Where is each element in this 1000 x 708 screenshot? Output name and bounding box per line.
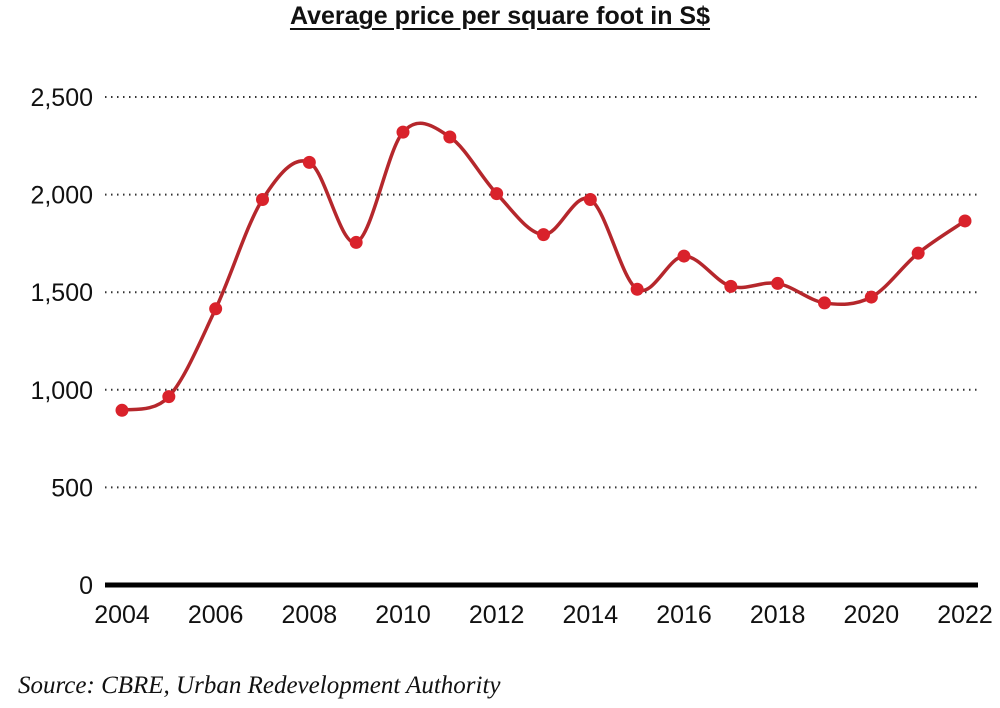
data-point-2007 <box>256 192 269 206</box>
source-note: Source: CBRE, Urban Redevelopment Author… <box>18 672 501 699</box>
data-point-2012 <box>490 187 504 201</box>
data-point-2004 <box>115 403 129 417</box>
y-tick-label: 500 <box>51 474 93 502</box>
x-tick-label: 2014 <box>563 601 619 629</box>
x-tick-label: 2010 <box>375 601 431 629</box>
data-point-2005 <box>162 390 176 404</box>
y-axis-ticks: 0 500 1,000 1,500 2,000 2,500 <box>30 84 93 600</box>
data-point-2008 <box>302 155 316 169</box>
data-point-2022 <box>958 214 972 228</box>
data-point-2013 <box>537 228 550 242</box>
data-point-2019 <box>818 296 831 310</box>
data-point-2009 <box>349 235 363 249</box>
x-tick-label: 2006 <box>188 601 244 629</box>
series-line <box>121 121 966 413</box>
x-tick-label: 2016 <box>656 601 712 629</box>
y-tick-label: 1,000 <box>30 377 93 405</box>
y-tick-label: 2,000 <box>30 182 93 210</box>
x-axis-ticks: 2004 2006 2008 2010 2012 2014 2016 2018 2020 2022 <box>94 601 993 629</box>
data-point-2014 <box>583 192 597 206</box>
gridlines <box>105 96 978 489</box>
x-tick-label: 2020 <box>844 601 900 629</box>
data-point-2006 <box>209 302 223 316</box>
data-points <box>115 125 972 417</box>
data-point-2016 <box>677 249 691 263</box>
data-point-2015 <box>630 282 644 296</box>
data-point-2011 <box>443 130 457 144</box>
data-point-2017 <box>724 279 738 293</box>
y-tick-label: 2,500 <box>30 84 93 112</box>
chart-title: Average price per square foot in S$ <box>289 2 711 30</box>
x-tick-label: 2008 <box>282 601 338 629</box>
data-point-2020 <box>864 290 878 304</box>
x-tick-label: 2022 <box>937 601 993 629</box>
y-tick-label: 0 <box>79 572 93 600</box>
x-tick-label: 2018 <box>750 601 806 629</box>
data-point-2021 <box>911 246 925 260</box>
data-point-2010 <box>396 125 410 139</box>
x-tick-label: 2012 <box>469 601 525 629</box>
x-tick-label: 2004 <box>94 601 150 629</box>
data-point-2018 <box>771 276 785 290</box>
y-tick-label: 1,500 <box>30 279 93 307</box>
